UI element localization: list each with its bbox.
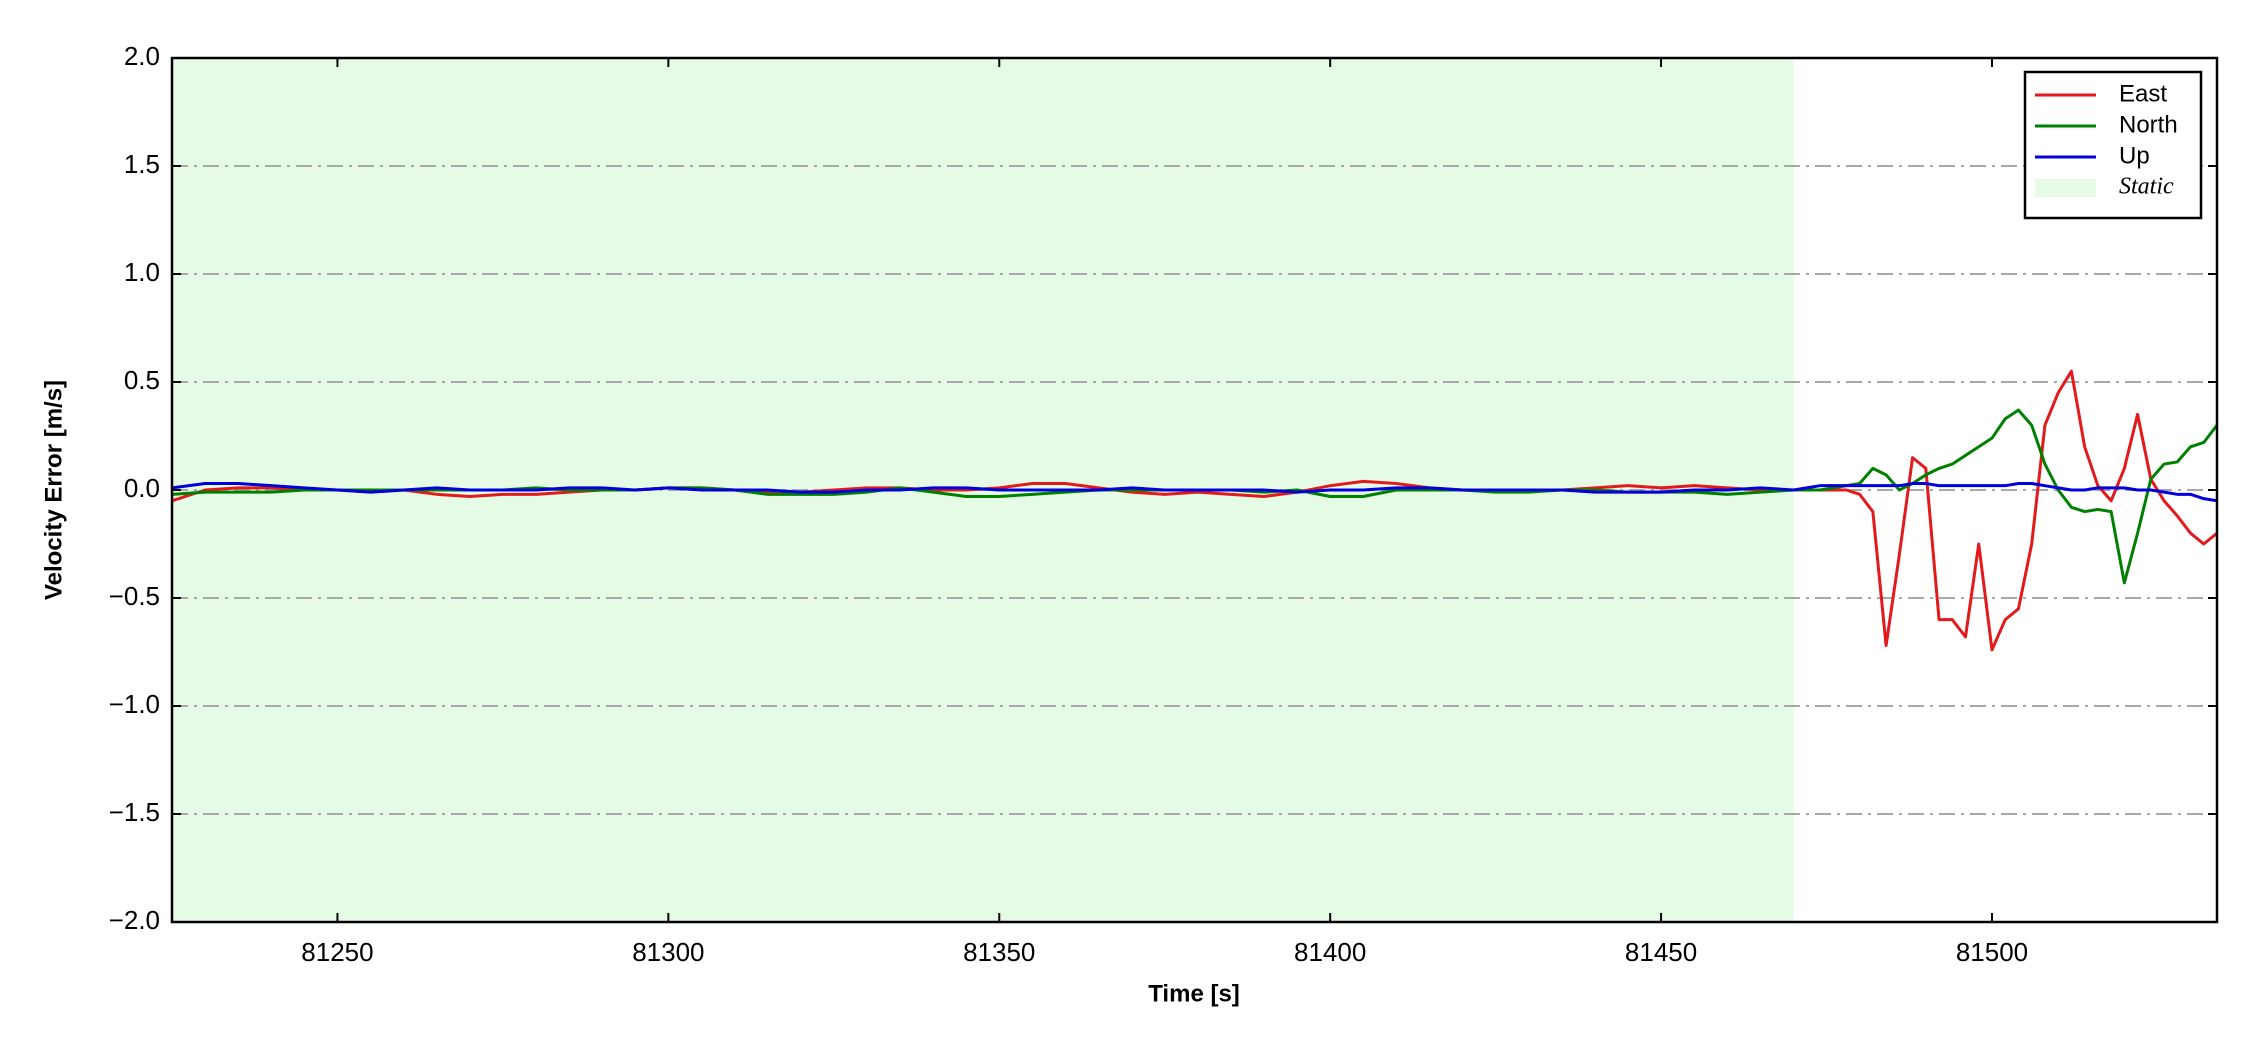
y-tick-label: 2.0 bbox=[124, 41, 160, 71]
plot-lines bbox=[172, 369, 2217, 652]
legend-label: North bbox=[2119, 111, 2178, 138]
y-tick-label: 0.5 bbox=[124, 365, 160, 395]
x-axis-label: Time [s] bbox=[1148, 980, 1240, 1007]
legend-label: Up bbox=[2119, 142, 2150, 169]
y-axis-label: Velocity Error [m/s] bbox=[40, 380, 67, 600]
y-tick-label: 1.5 bbox=[124, 149, 160, 179]
y-tick-label: −1.0 bbox=[109, 689, 160, 719]
legend-swatch bbox=[2035, 179, 2096, 197]
x-tick-label: 81250 bbox=[301, 937, 373, 967]
legend-label: Static bbox=[2119, 174, 2174, 200]
x-tick-label: 81350 bbox=[963, 937, 1035, 967]
y-tick-label: −0.5 bbox=[109, 581, 160, 611]
x-tick-label: 81400 bbox=[1294, 937, 1366, 967]
x-tick-label: 81500 bbox=[1956, 937, 2028, 967]
data-line bbox=[172, 482, 2217, 503]
legend: East North Up Static bbox=[2023, 70, 2203, 220]
y-tick-label: −2.0 bbox=[109, 905, 160, 935]
x-tick-label: 81450 bbox=[1625, 937, 1697, 967]
y-tick-label: −1.5 bbox=[109, 797, 160, 827]
y-tick-label: 1.0 bbox=[124, 257, 160, 287]
legend-label: East bbox=[2119, 80, 2167, 107]
y-tick-label: 0.0 bbox=[124, 473, 160, 503]
x-tick-label: 81300 bbox=[632, 937, 704, 967]
